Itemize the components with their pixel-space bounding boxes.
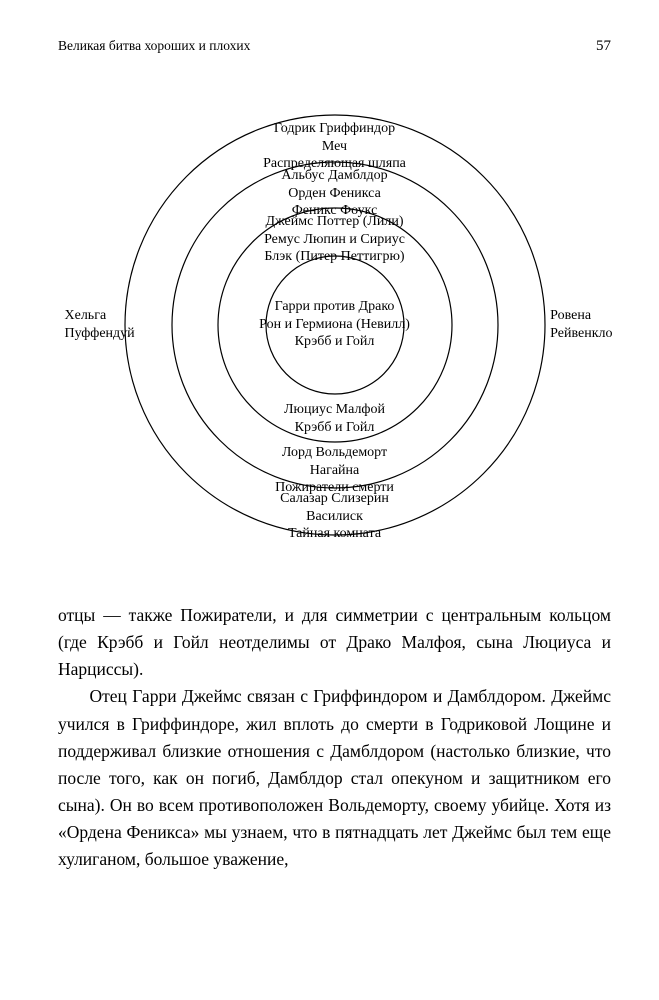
center-2: Рон и Гермиона (Невилл) <box>259 316 410 334</box>
center-3: Крэбб и Гойл <box>295 333 375 351</box>
paragraph-1: отцы — также Пожиратели, и для симметрии… <box>58 602 611 683</box>
ring3-top-1: Альбус Дамблдор <box>281 167 387 185</box>
ring2-bot-1: Люциус Малфой <box>284 401 385 419</box>
ring3-top-2: Орден Феникса <box>288 185 381 203</box>
ring3-bot-1: Лорд Вольдеморт <box>282 444 387 462</box>
ring4-bot-3: Тайная комната <box>288 525 381 543</box>
side-right-2: Рейвенкло <box>550 325 612 343</box>
page-header: Великая битва хороших и плохих 57 <box>58 38 611 55</box>
ring2-top-3: Блэк (Питер Петтигрю) <box>264 248 404 266</box>
page-number: 57 <box>596 38 611 55</box>
ring2-bot-2: Крэбб и Гойл <box>295 419 375 437</box>
ring2-top-1: Джеймс Поттер (Лили) <box>266 213 404 231</box>
ring4-bot-1: Салазар Слизерин <box>280 490 389 508</box>
ring3-bot-2: Нагайна <box>310 462 359 480</box>
concentric-diagram: Годрик Гриффиндор Меч Распределяющая шля… <box>65 73 605 578</box>
ring4-top-2: Меч <box>322 138 347 156</box>
side-right-label: Ровена Рейвенкло <box>550 307 612 343</box>
center-1: Гарри против Драко <box>275 298 395 316</box>
ring4-bot-2: Василиск <box>306 508 363 526</box>
body-text: отцы — также Пожиратели, и для симметрии… <box>58 602 611 873</box>
side-left-label: Хельга Пуффендуй <box>65 307 135 343</box>
side-left-2: Пуффендуй <box>65 325 135 343</box>
paragraph-2: Отец Гарри Джеймс связан с Гриффиндором … <box>58 683 611 873</box>
side-right-1: Ровена <box>550 307 612 325</box>
ring4-top-1: Годрик Гриффиндор <box>274 120 395 138</box>
side-left-1: Хельга <box>65 307 135 325</box>
ring2-top-2: Ремус Люпин и Сириус <box>264 231 405 249</box>
running-title: Великая битва хороших и плохих <box>58 38 250 54</box>
